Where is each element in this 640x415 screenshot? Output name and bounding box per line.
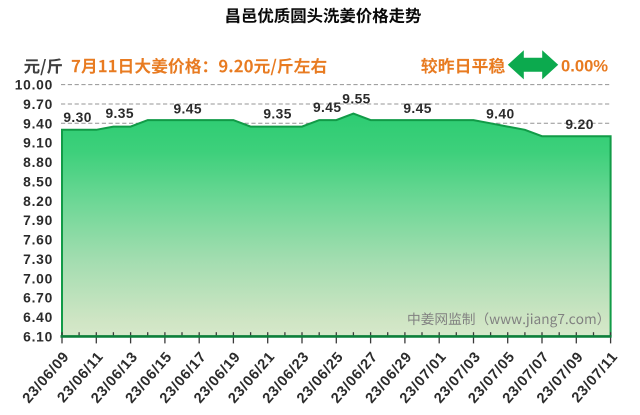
svg-text:6.40: 6.40	[23, 310, 53, 325]
svg-text:9.35: 9.35	[105, 106, 133, 121]
svg-text:8.80: 8.80	[23, 155, 53, 170]
svg-text:9.45: 9.45	[403, 101, 431, 116]
svg-text:9.45: 9.45	[313, 100, 341, 115]
svg-text:9.45: 9.45	[173, 101, 201, 116]
svg-text:0.00%: 0.00%	[561, 56, 608, 75]
svg-text:6.70: 6.70	[23, 291, 53, 306]
svg-text:10.00: 10.00	[15, 78, 53, 93]
svg-text:9.40: 9.40	[23, 116, 53, 131]
svg-text:7.00: 7.00	[23, 271, 53, 286]
svg-text:6.10: 6.10	[23, 329, 53, 344]
svg-text:9.20: 9.20	[565, 117, 593, 132]
svg-text:9.10: 9.10	[23, 136, 53, 151]
svg-text:7.60: 7.60	[23, 233, 53, 248]
svg-text:8.50: 8.50	[23, 174, 53, 189]
svg-text:8.20: 8.20	[23, 194, 53, 209]
svg-text:9.70: 9.70	[23, 97, 53, 112]
svg-text:7.90: 7.90	[23, 213, 53, 228]
svg-text:9.55: 9.55	[342, 92, 370, 107]
svg-text:9.40: 9.40	[486, 107, 514, 122]
svg-text:7.30: 7.30	[23, 252, 53, 267]
svg-text:9.30: 9.30	[63, 110, 91, 125]
svg-text:9.35: 9.35	[263, 106, 291, 121]
